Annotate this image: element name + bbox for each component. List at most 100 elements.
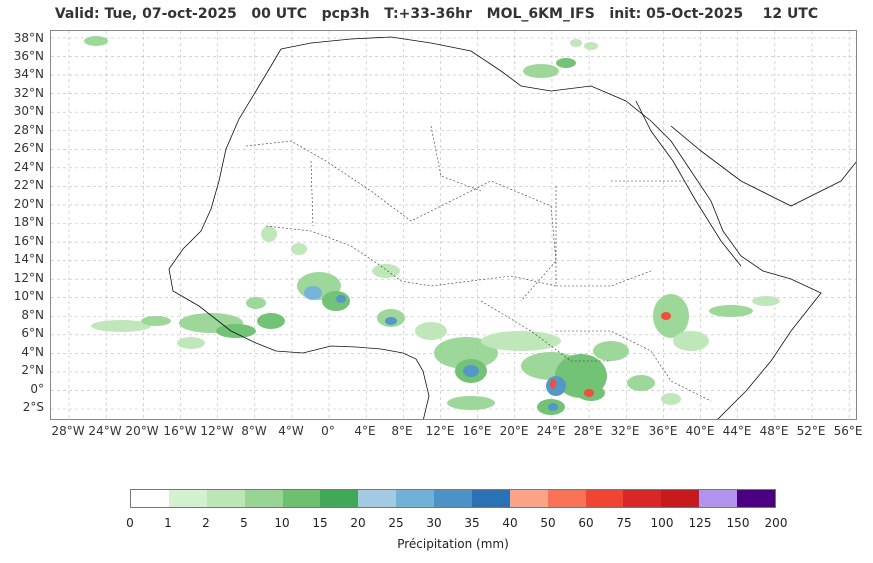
lon-label: 4°E	[354, 424, 376, 438]
lon-label: 32°E	[610, 424, 640, 438]
colorbar-tick-label: 5	[240, 516, 248, 530]
colorbar-tick-label: 150	[726, 516, 750, 530]
lat-label: 18°N	[13, 215, 44, 229]
colorbar-tick-label: 15	[312, 516, 328, 530]
colorbar-swatch	[434, 490, 472, 507]
precip-cell	[661, 312, 671, 320]
precip-cell	[447, 396, 495, 410]
colorbar-swatch	[737, 490, 775, 507]
colorbar-tick-label: 35	[464, 516, 480, 530]
lon-label: 20°W	[125, 424, 159, 438]
precipitation-colorbar	[130, 489, 776, 508]
precip-cell	[550, 379, 556, 389]
lat-label: 20°N	[13, 197, 44, 211]
colorbar-tick-label: 10	[274, 516, 290, 530]
lon-label: 56°E	[833, 424, 863, 438]
colorbar-tick-label: 125	[688, 516, 712, 530]
precip-cell	[141, 316, 171, 326]
precip-cell	[481, 331, 561, 351]
lat-label: 32°N	[13, 86, 44, 100]
africa-coastline	[168, 48, 430, 419]
precip-cell	[372, 264, 400, 278]
precip-cell	[257, 313, 285, 329]
colorbar-tick-label: 50	[540, 516, 556, 530]
lat-label: 6°N	[21, 326, 44, 340]
precip-cell	[661, 393, 681, 405]
precip-cell	[84, 36, 108, 46]
colorbar-label: Précipitation (mm)	[397, 537, 509, 551]
lon-label: 28°W	[51, 424, 85, 438]
lon-label: 24°W	[88, 424, 122, 438]
lon-label: 24°E	[536, 424, 566, 438]
lat-label: 24°N	[13, 160, 44, 174]
colorbar-tick-label: 75	[616, 516, 632, 530]
colorbar-swatch	[585, 490, 624, 507]
lat-label: 10°N	[13, 289, 44, 303]
lon-label: 28°E	[573, 424, 603, 438]
precip-cell	[593, 341, 629, 361]
precip-cell	[463, 365, 479, 377]
precipitation-field	[84, 36, 780, 415]
colorbar-swatch	[471, 490, 510, 507]
lon-label: 52°E	[796, 424, 826, 438]
map-title: Valid: Tue, 07-oct-2025 00 UTC pcp3h T:+…	[54, 6, 819, 22]
lat-label: 12°N	[13, 271, 44, 285]
lat-label: 34°N	[13, 67, 44, 81]
colorbar-tick-label: 20	[350, 516, 366, 530]
lat-label: 22°N	[13, 178, 44, 192]
colorbar-tick-label: 40	[502, 516, 518, 530]
lon-label: 4°W	[278, 424, 304, 438]
colorbar-tick-label: 60	[578, 516, 594, 530]
precip-cell	[91, 320, 151, 332]
lat-label: 8°N	[21, 308, 44, 322]
lat-label: 16°N	[13, 234, 44, 248]
colorbar-swatch	[206, 490, 245, 507]
colorbar-swatch	[623, 490, 662, 507]
precip-cell	[304, 286, 322, 300]
lat-label: 38°N	[13, 31, 44, 45]
colorbar-swatch	[168, 490, 207, 507]
colorbar-swatch	[358, 490, 397, 507]
country-borders	[245, 125, 712, 402]
precip-cell	[584, 389, 594, 397]
red-sea-coast	[635, 100, 742, 267]
lat-label: 30°N	[13, 104, 44, 118]
colorbar-swatch	[547, 490, 586, 507]
colorbar-swatch	[282, 490, 321, 507]
precip-cell	[291, 243, 307, 255]
lat-label: 2°S	[22, 400, 44, 414]
precip-cell	[177, 337, 205, 349]
lon-label: 36°E	[648, 424, 678, 438]
precip-cell	[556, 58, 576, 68]
precip-cell	[336, 295, 346, 303]
precip-cell	[752, 296, 780, 306]
colorbar-tick-label: 30	[426, 516, 442, 530]
lat-label: 26°N	[13, 141, 44, 155]
lon-label: 8°E	[391, 424, 413, 438]
lon-label: 20°E	[499, 424, 529, 438]
lon-label: 40°E	[685, 424, 715, 438]
colorbar-swatch	[131, 490, 169, 507]
lat-label: 4°N	[21, 345, 44, 359]
lat-label: 2°N	[21, 363, 44, 377]
colorbar-tick-label: 25	[388, 516, 404, 530]
colorbar-swatch	[509, 490, 548, 507]
lat-label: 36°N	[13, 49, 44, 63]
colorbar-tick-label: 100	[650, 516, 674, 530]
colorbar-swatch	[320, 490, 359, 507]
precip-cell	[546, 376, 566, 396]
colorbar-tick-label: 2	[202, 516, 210, 530]
lat-label: 0°	[30, 382, 44, 396]
precip-cell	[216, 324, 256, 338]
colorbar-swatch	[244, 490, 283, 507]
precip-cell	[548, 403, 558, 411]
arabia-coast	[670, 125, 856, 207]
precip-cell	[322, 291, 350, 311]
colorbar-tick-label: 200	[764, 516, 788, 530]
precip-cell	[523, 64, 559, 78]
lon-label: 8°W	[241, 424, 267, 438]
precipitation-map	[50, 30, 857, 420]
lon-label: 44°E	[722, 424, 752, 438]
lon-label: 12°E	[425, 424, 455, 438]
precip-cell	[385, 317, 397, 325]
